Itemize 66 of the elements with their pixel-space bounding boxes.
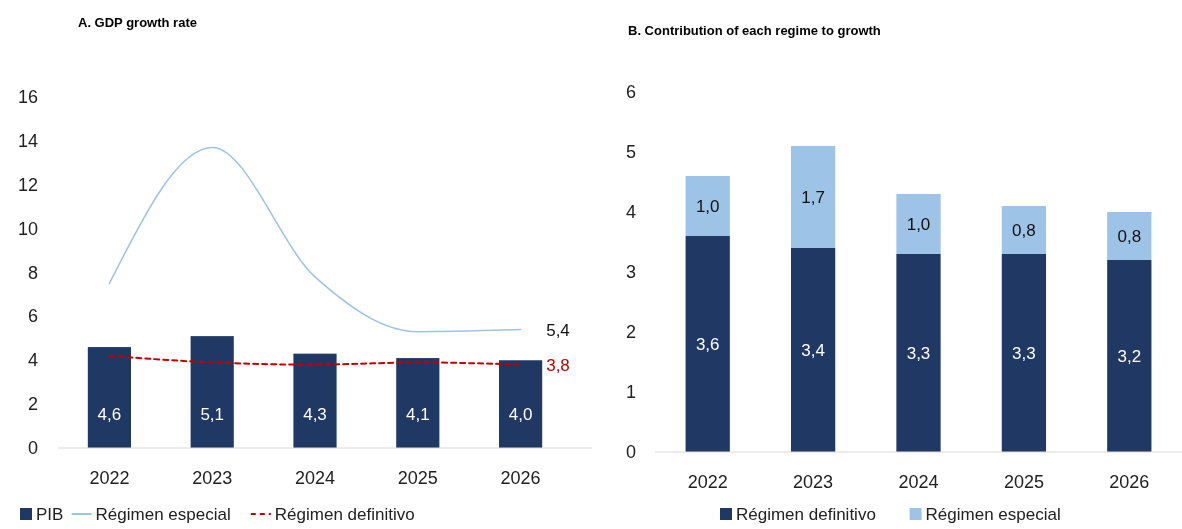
data-label: 1,0	[906, 215, 931, 234]
y-tick-label: 16	[17, 87, 38, 107]
x-tick-label: 2024	[898, 472, 939, 492]
data-label: 4,0	[508, 405, 533, 424]
data-label: 0,8	[1012, 221, 1036, 240]
y-tick-label: 0	[27, 438, 38, 458]
bar	[1107, 260, 1152, 452]
x-tick-label: 2025	[1003, 472, 1044, 492]
y-tick-label: 2	[27, 394, 38, 415]
data-label: 0,8	[1117, 227, 1142, 246]
y-tick-label: 4	[27, 350, 38, 371]
y-tick-label: 3	[625, 262, 636, 282]
x-tick-label: 2024	[294, 468, 336, 488]
x-tick-label: 2023	[192, 468, 233, 488]
y-tick-label: 6	[27, 306, 38, 327]
legend-label: Régimen especial	[925, 505, 1061, 524]
bar	[896, 194, 941, 254]
legend-label: Régimen definitivo	[736, 505, 876, 524]
chart-title: B. Contribution of each regime to growth	[628, 23, 881, 38]
legend-label: Régimen especial	[95, 505, 231, 524]
data-label: 3,3	[906, 344, 931, 363]
line-series	[108, 146, 522, 333]
data-label: 4,3	[303, 405, 327, 424]
bar	[685, 176, 730, 236]
y-tick-label: 10	[17, 218, 38, 239]
data-label: 3,2	[1117, 347, 1142, 366]
data-label: 1,0	[695, 197, 720, 216]
bar	[1107, 212, 1152, 260]
y-tick-label: 8	[27, 262, 38, 283]
y-tick-label: 2	[625, 322, 636, 342]
bar	[87, 347, 131, 448]
data-label: 4,1	[405, 405, 430, 424]
data-label: 3,8	[546, 355, 570, 375]
y-tick-label: 0	[625, 442, 636, 462]
legend-label: Régimen definitivo	[274, 505, 415, 524]
x-tick-label: 2023	[793, 472, 834, 492]
data-label: 4,6	[97, 405, 122, 424]
data-label: 3,4	[801, 341, 825, 360]
data-label: 1,7	[801, 188, 825, 207]
bar	[1001, 254, 1047, 452]
y-tick-label: 4	[625, 202, 636, 222]
bar	[1001, 206, 1047, 254]
y-tick-label: 6	[625, 82, 636, 102]
bar	[790, 248, 836, 452]
data-label: 3,6	[695, 335, 720, 354]
bar	[396, 358, 440, 448]
y-tick-label: 1	[625, 382, 636, 402]
data-label: 5,4	[546, 320, 570, 340]
chart-title: A. GDP growth rate	[78, 15, 197, 30]
y-tick-label: 14	[17, 130, 38, 151]
x-tick-label: 2022	[687, 472, 728, 492]
bar	[790, 146, 836, 248]
bar	[293, 353, 337, 448]
y-tick-label: 5	[625, 142, 636, 162]
x-tick-label: 2026	[500, 468, 541, 488]
data-label: 5,1	[200, 405, 225, 424]
bar	[190, 336, 234, 448]
bar	[896, 254, 941, 452]
x-tick-label: 2026	[1109, 472, 1150, 492]
legend-label: PIB	[36, 505, 64, 524]
y-tick-label: 12	[17, 174, 38, 195]
bar	[685, 236, 730, 452]
x-tick-label: 2022	[89, 468, 130, 488]
data-label: 3,3	[1012, 344, 1036, 363]
x-tick-label: 2025	[397, 468, 438, 488]
bar	[499, 360, 543, 448]
